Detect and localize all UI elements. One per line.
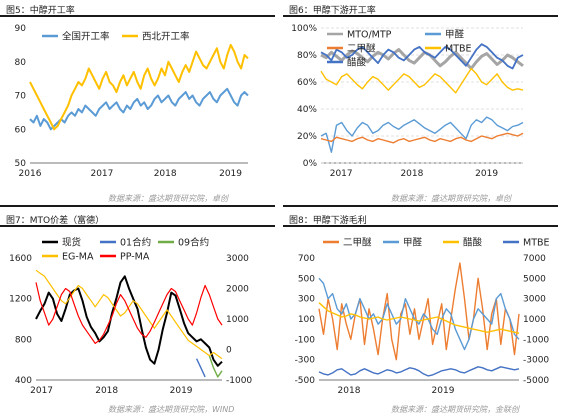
y-tick-label: 1200 [9,295,32,305]
legend-label: 09合约 [178,237,209,249]
y2-tick-label: -3000 [523,356,549,366]
legend-label: 西北开工率 [142,31,190,43]
y-tick-label: 1600 [9,254,32,264]
legend-label: MTO/MTP [347,30,392,41]
series-line [29,43,249,131]
panel-7: 图7：MTO价差（富德） 400 800 1200 1600 -1000 0 1000 200… [0,210,280,418]
x-tick-label: 2019 [432,386,455,396]
series-line [35,269,223,360]
x-tick-label: 2018 [338,386,361,396]
x-tick-label: 2018 [154,169,177,179]
series-line [29,87,249,131]
y2-tick-label: -1000 [226,376,252,386]
panel-title: 图8：甲醇下游毛利 [289,216,367,226]
y2-tick-label: 3000 [226,254,249,264]
series-line [320,43,524,70]
chart-7: 400 800 1200 1600 -1000 0 1000 2000 3000 2017 2018… [9,237,252,397]
y-tick-label: 70 [15,92,27,102]
y-tick-label: 100 [298,315,315,325]
source-note: 数据来源：盛达期货研究院，卓创 [108,194,228,203]
legend-label: PP-MA [120,252,150,263]
title-rule [283,225,558,227]
y-tick-label: -100 [295,335,316,345]
y-tick-label: 90 [15,24,27,34]
y-tick-label: -500 [295,376,316,386]
series-line [320,67,524,94]
y-tick-label: 60% [297,78,317,88]
panel-5: 图5：中醇开工率 50 60 70 80 90 2016 2017 2018 2019 全国开工率… [0,0,280,209]
legend-label: 甲醛 [445,29,465,41]
y2-tick-label: 0 [226,346,232,356]
y-tick-label: 60 [15,125,27,135]
y-tick-label: 700 [298,254,315,264]
legend-label: 二甲醚 [343,237,372,249]
y2-tick-label: 7000 [523,254,546,264]
panel-8: 图8：甲醇下游毛利 -500 -300 -100 100 300 500 700 -5000-… [283,210,561,418]
x-tick-label: 2018 [400,169,423,179]
y-tick-label: 80% [297,51,317,61]
legend-label: MTBE [523,238,550,249]
legend-label: 甲醛 [403,237,423,249]
x-tick-label: 2019 [475,169,498,179]
chart-8: -500 -300 -100 100 300 500 700 -5000 -3000 -1000 1… [295,237,550,397]
legend-label: 二甲醚 [347,43,376,55]
y-tick-label: 40% [297,105,317,115]
series-line [318,262,520,361]
y-tick-label: 400 [15,376,32,386]
series-line [35,275,223,367]
chart-5: 50 60 70 80 90 2016 2017 2018 2019 全国开工率 西北开工率 [15,24,249,179]
panel-title: 图5：中醇开工率 [6,6,75,16]
y-tick-label: 800 [15,335,32,345]
y2-tick-label: 1000 [226,315,249,325]
y-tick-label: 20% [297,132,317,142]
y-tick-label: 500 [298,274,315,284]
title-rule [0,225,275,227]
bottom-rule [283,205,558,207]
title-rule [0,15,275,17]
y2-tick-label: 2000 [226,285,249,295]
y-tick-label: -300 [295,356,316,366]
y-tick-label: 0% [303,159,318,169]
legend-label: EG-MA [62,252,94,263]
x-tick-label: 2019 [219,169,242,179]
source-note: 数据来源：盛达期货研究院，金联创 [391,405,519,414]
x-tick-label: 2018 [95,386,118,396]
legend-label: 01合约 [120,237,151,249]
legend-label: MTBE [445,44,472,55]
y2-tick-label: 3000 [523,295,546,305]
series-line [208,355,223,378]
y-tick-label: 100% [291,24,317,34]
y2-tick-label: -5000 [523,376,549,386]
panel-title: 图6：甲醇下游开工率 [289,6,376,16]
panel-6: 图6：甲醇下游开工率 0% 20% 40% 60% 80% 100% 2017 2018 201… [283,0,561,209]
y2-tick-label: 5000 [523,274,546,284]
y-tick-label: 300 [298,295,315,305]
x-tick-label: 2016 [19,169,42,179]
y-tick-label: 50 [15,159,27,169]
source-note: 数据来源：盛达期货研究院，卓创 [391,194,511,203]
y-tick-label: 80 [15,58,27,68]
legend-label: 现货 [62,237,81,249]
title-rule [283,15,558,17]
legend-label: 全国开工率 [62,31,110,43]
x-tick-label: 2017 [330,169,353,179]
series-line [35,282,223,344]
series-line [320,116,524,153]
legend-label: 醋酸 [347,57,367,69]
x-tick-label: 2017 [90,169,113,179]
series-line [195,358,206,378]
source-note: 数据来源：盛达期货研究院，WIND [108,405,235,414]
panel-title: 图7：MTO价差（富德） [6,216,105,226]
series-line [318,302,520,334]
x-tick-label: 2019 [170,386,193,396]
bottom-rule [0,205,275,207]
series-line [318,366,520,377]
series-line [320,132,524,144]
series-line [318,277,520,351]
x-tick-label: 2017 [30,386,53,396]
legend-label: 醋酸 [463,237,483,249]
chart-6: 0% 20% 40% 60% 80% 100% 2017 2018 2019 MTO/MTP 甲醛二… [291,24,524,179]
y2-tick-label: 1000 [523,315,546,325]
y2-tick-label: -1000 [523,335,549,345]
